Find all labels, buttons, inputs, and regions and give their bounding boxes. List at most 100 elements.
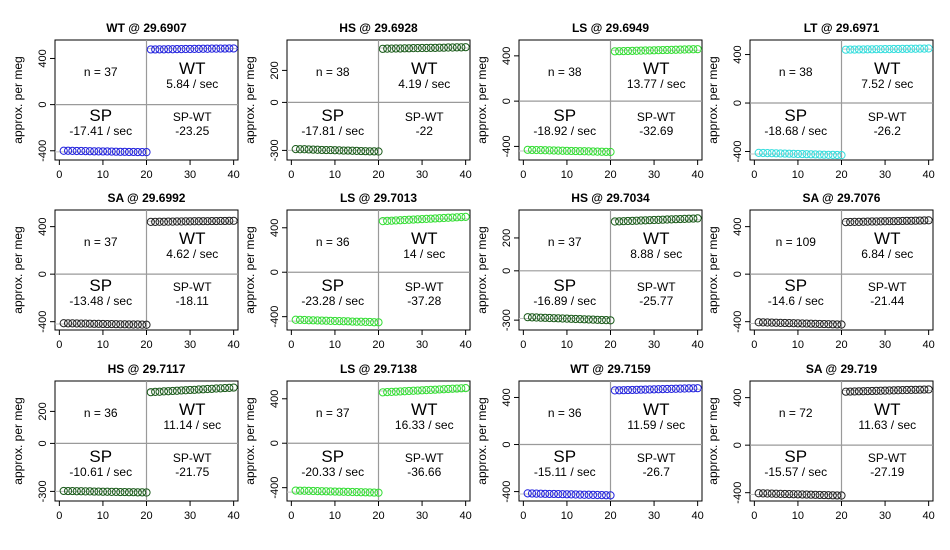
x-tick-label: 10 <box>792 510 804 522</box>
data-point <box>532 489 541 498</box>
sp-quadrant-label: SP <box>784 106 807 125</box>
data-point <box>404 386 414 396</box>
data-point <box>151 217 160 226</box>
x-tick-label: 10 <box>792 169 804 181</box>
data-point <box>107 147 116 156</box>
data-point <box>785 149 794 158</box>
data-point <box>313 316 322 325</box>
data-point <box>602 316 611 325</box>
data-point <box>317 145 326 155</box>
data-point <box>59 486 68 496</box>
sp-wt-value: -23.25 <box>175 124 209 138</box>
data-point <box>448 213 457 222</box>
data-point <box>461 212 470 221</box>
x-tick-label: 40 <box>460 339 472 351</box>
data-point <box>841 387 850 396</box>
data-point <box>409 215 418 224</box>
data-point <box>181 217 190 226</box>
data-point <box>77 146 86 156</box>
data-point <box>452 213 462 222</box>
data-point <box>649 215 659 225</box>
x-tick-label: 20 <box>604 339 616 351</box>
sp-wt-label: SP-WT <box>405 451 444 465</box>
data-point <box>880 44 890 54</box>
sp-wt-value: -37.28 <box>407 294 441 308</box>
x-tick-label: 10 <box>97 169 109 181</box>
data-point <box>863 45 872 54</box>
data-point <box>588 147 598 156</box>
x-tick-label: 30 <box>184 510 196 522</box>
data-point <box>81 487 90 496</box>
data-point <box>580 490 589 499</box>
y-tick-label: 0 <box>501 268 513 274</box>
data-point <box>138 148 147 157</box>
y-tick-label: 200 <box>501 229 513 247</box>
data-point <box>90 319 99 328</box>
data-point <box>588 490 598 499</box>
x-tick-label: 0 <box>56 339 62 351</box>
data-point <box>216 44 225 53</box>
data-point <box>898 386 907 395</box>
data-point <box>365 147 374 156</box>
data-point <box>90 147 99 156</box>
data-point <box>628 46 637 55</box>
data-point <box>343 487 353 496</box>
data-point <box>313 487 322 496</box>
data-point <box>693 45 702 54</box>
data-point <box>780 489 789 499</box>
data-point <box>684 384 694 393</box>
x-tick-label: 10 <box>561 169 573 181</box>
x-tick-label: 40 <box>923 339 935 351</box>
data-point <box>789 490 798 499</box>
n-count-label: n = 72 <box>779 406 813 420</box>
x-tick-label: 0 <box>751 169 757 181</box>
y-axis-label: approx. per meg <box>11 56 25 143</box>
wt-rate-value: 4.19 / sec <box>398 77 450 91</box>
data-point <box>623 385 633 395</box>
data-point <box>391 44 401 53</box>
data-point <box>772 149 781 158</box>
data-point <box>422 43 431 53</box>
data-point <box>322 487 331 496</box>
data-point <box>584 315 593 324</box>
wt-rate-value: 4.62 / sec <box>166 247 218 261</box>
data-point <box>920 385 929 394</box>
data-point <box>575 490 585 499</box>
data-point <box>220 44 230 53</box>
data-point <box>610 217 619 226</box>
data-point <box>833 491 842 500</box>
data-point <box>549 314 558 323</box>
y-tick-label: 0 <box>37 102 49 108</box>
data-point <box>549 489 558 499</box>
data-point <box>194 385 203 394</box>
x-tick-label: 0 <box>288 339 294 351</box>
y-tick-label: 200 <box>37 402 49 420</box>
data-point <box>194 44 203 53</box>
data-point <box>439 213 448 223</box>
data-point <box>142 148 151 157</box>
data-point <box>370 147 379 156</box>
sp-wt-label: SP-WT <box>868 280 907 294</box>
n-count-label: n = 36 <box>548 406 582 420</box>
data-point <box>229 216 238 225</box>
data-point <box>391 216 401 225</box>
data-point <box>220 383 230 393</box>
x-tick-label: 40 <box>460 510 472 522</box>
data-point <box>207 44 216 53</box>
data-point <box>295 315 305 324</box>
data-point <box>370 488 379 497</box>
data-point <box>806 319 816 328</box>
data-point <box>185 385 195 395</box>
sp-rate-value: -20.33 / sec <box>301 465 364 479</box>
data-point <box>151 387 160 396</box>
y-axis-label: approx. per meg <box>243 56 257 143</box>
y-tick-label: -400 <box>732 140 744 162</box>
data-point <box>370 318 379 327</box>
data-point <box>190 44 199 53</box>
data-point <box>859 387 868 396</box>
data-point <box>400 44 409 53</box>
x-tick-label: 0 <box>520 169 526 181</box>
sp-quadrant-label: SP <box>553 447 576 466</box>
data-point <box>889 217 898 226</box>
data-point <box>68 319 77 328</box>
